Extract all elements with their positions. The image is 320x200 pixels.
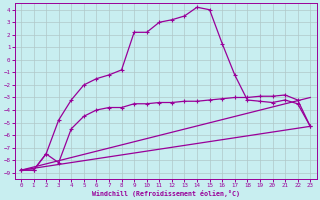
X-axis label: Windchill (Refroidissement éolien,°C): Windchill (Refroidissement éolien,°C): [92, 190, 240, 197]
